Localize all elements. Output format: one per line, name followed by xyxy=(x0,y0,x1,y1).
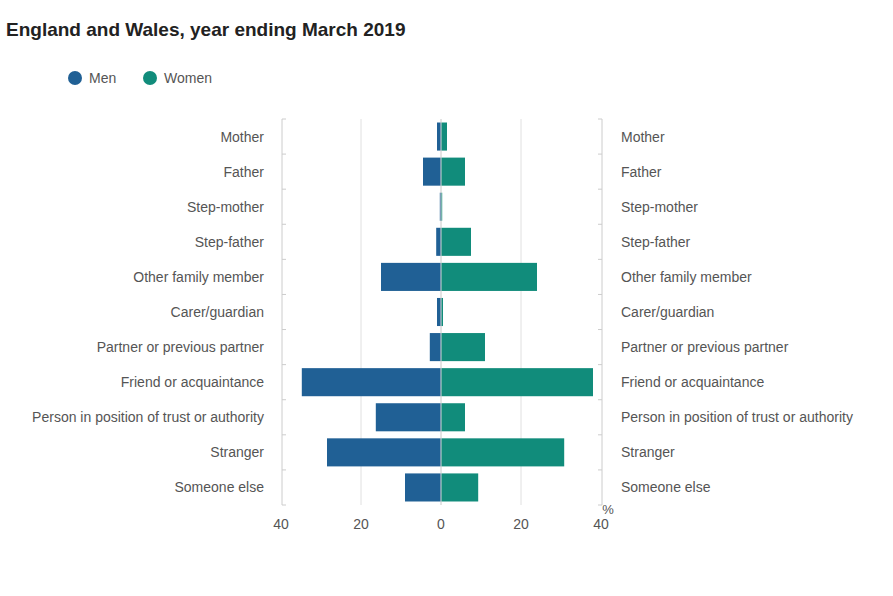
category-label: Carer/guardian xyxy=(621,304,714,320)
category-label: Someone else xyxy=(174,479,264,495)
category-label: Step-mother xyxy=(621,199,698,215)
axis-label: % xyxy=(602,502,614,517)
bar xyxy=(302,368,441,396)
bar xyxy=(441,263,537,291)
category-label: Person in position of trust or authority xyxy=(32,409,264,425)
bar xyxy=(437,298,441,326)
category-tick xyxy=(282,259,286,260)
category-label: Stranger xyxy=(210,444,264,460)
bar xyxy=(441,158,465,186)
bars xyxy=(302,123,593,502)
category-tick xyxy=(282,505,286,506)
category-tick xyxy=(282,154,286,155)
legend-swatch xyxy=(68,71,82,85)
legend-swatch xyxy=(143,71,157,85)
category-label: Person in position of trust or authority xyxy=(621,409,853,425)
category-label: Step-mother xyxy=(187,199,264,215)
bar xyxy=(437,123,441,151)
category-tick xyxy=(282,119,286,120)
category-tick xyxy=(282,224,286,225)
category-tick xyxy=(598,154,602,155)
category-label: Stranger xyxy=(621,444,675,460)
chart-svg: England and Wales, year ending March 201… xyxy=(0,0,893,596)
legend: Men Women xyxy=(68,70,212,86)
category-tick xyxy=(598,329,602,330)
category-label: Someone else xyxy=(621,479,711,495)
category-axis xyxy=(282,119,283,505)
category-label: Carer/guardian xyxy=(171,304,264,320)
bar xyxy=(376,403,441,431)
category-tick xyxy=(598,224,602,225)
bar xyxy=(327,438,441,466)
category-label: Partner or previous partner xyxy=(97,339,265,355)
bar xyxy=(441,123,447,151)
tick-label: 20 xyxy=(513,516,529,532)
category-label: Step-father xyxy=(621,234,691,250)
bar xyxy=(405,473,441,501)
bar xyxy=(441,368,593,396)
bar xyxy=(423,158,441,186)
category-tick xyxy=(282,434,286,435)
tick-label: 0 xyxy=(437,516,445,532)
category-tick xyxy=(598,399,602,400)
bar xyxy=(430,333,441,361)
legend-label: Men xyxy=(89,70,116,86)
category-label: Father xyxy=(224,164,265,180)
bar xyxy=(441,403,465,431)
grid-line xyxy=(441,119,442,505)
category-label: Father xyxy=(621,164,662,180)
chart-container: England and Wales, year ending March 201… xyxy=(0,0,893,596)
bar xyxy=(381,263,441,291)
legend-label: Women xyxy=(164,70,212,86)
bar xyxy=(441,333,485,361)
category-tick xyxy=(598,189,602,190)
category-label: Other family member xyxy=(133,269,264,285)
category-tick xyxy=(598,434,602,435)
category-axis xyxy=(602,119,603,505)
category-tick xyxy=(282,469,286,470)
category-tick xyxy=(598,259,602,260)
category-label: Other family member xyxy=(621,269,752,285)
category-label: Partner or previous partner xyxy=(621,339,789,355)
category-tick xyxy=(282,364,286,365)
category-tick xyxy=(598,364,602,365)
tick-label: 20 xyxy=(353,516,369,532)
category-tick xyxy=(282,189,286,190)
category-tick xyxy=(282,399,286,400)
category-label: Friend or acquaintance xyxy=(121,374,264,390)
category-label: Mother xyxy=(621,129,665,145)
bar xyxy=(441,473,478,501)
zero-line xyxy=(441,119,442,505)
bar xyxy=(441,438,564,466)
bar xyxy=(436,228,441,256)
title: England and Wales, year ending March 201… xyxy=(6,19,405,40)
category-tick xyxy=(598,294,602,295)
category-tick xyxy=(598,119,602,120)
category-tick xyxy=(282,329,286,330)
category-label: Step-father xyxy=(195,234,265,250)
tick-label: 40 xyxy=(593,516,609,532)
background xyxy=(0,0,893,596)
category-label: Mother xyxy=(220,129,264,145)
category-tick xyxy=(598,469,602,470)
category-tick xyxy=(282,294,286,295)
bar xyxy=(441,228,471,256)
tick-label: 40 xyxy=(273,516,289,532)
category-label: Friend or acquaintance xyxy=(621,374,764,390)
